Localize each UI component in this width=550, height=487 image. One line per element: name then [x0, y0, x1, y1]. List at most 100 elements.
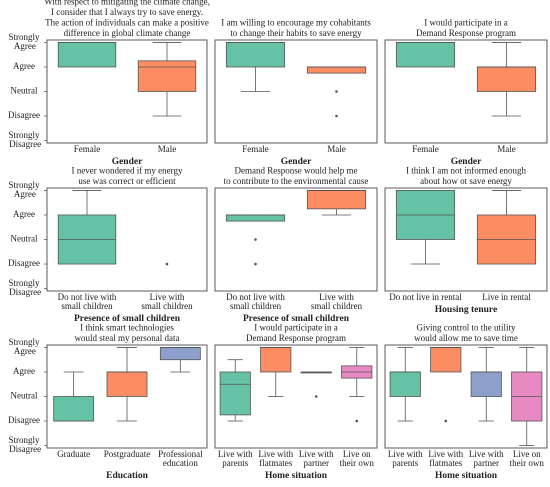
- panel-frame: [214, 187, 378, 292]
- panel-frame: [214, 39, 378, 144]
- panel-frame: [384, 344, 548, 449]
- chart-title: Demand Response program: [246, 333, 346, 343]
- x-axis-label: Gender: [451, 157, 482, 167]
- x-tick-label: small children: [61, 301, 113, 311]
- x-tick-label: parents: [222, 458, 248, 468]
- chart-title: Demand Response would help me: [235, 166, 358, 176]
- x-tick-label: Male: [158, 144, 177, 154]
- y-tick-label: Agree: [13, 366, 35, 376]
- outlier: [444, 419, 448, 423]
- y-tick-label: Neutral: [11, 391, 38, 401]
- y-tick-label: Strongly Agree: [8, 337, 40, 356]
- x-tick-label: Live with: [319, 292, 354, 302]
- chart-title: I think I am not informed enough: [406, 166, 526, 176]
- y-tick-label: Neutral: [11, 234, 38, 244]
- box: [57, 42, 117, 68]
- chart-title: The action of individuals can make a pos…: [45, 18, 209, 28]
- box: [225, 214, 286, 222]
- x-axis-label: Gender: [112, 157, 143, 167]
- y-tick-label: Strongly Disagree: [7, 130, 41, 149]
- x-tick-label: Female: [412, 144, 439, 154]
- box: [306, 66, 367, 74]
- box: [470, 371, 502, 397]
- box: [225, 42, 286, 68]
- x-tick-label: Do not live with: [58, 292, 117, 302]
- chart-title: I never wondered if my energy: [71, 166, 183, 176]
- chart-title: Demand Response program: [416, 28, 516, 38]
- x-tick-label: Live with: [469, 449, 504, 459]
- x-tick-label: Male: [327, 144, 346, 154]
- panel-frame: [384, 39, 548, 144]
- x-tick-label: small children: [230, 301, 282, 311]
- outlier: [355, 419, 359, 423]
- x-tick-label: Live with: [218, 449, 253, 459]
- chart-title: would steal my personal data: [75, 333, 180, 343]
- y-tick-label: Agree: [13, 209, 35, 219]
- x-tick-label: their own: [510, 458, 545, 468]
- box: [137, 60, 197, 92]
- chart-title: I think smart technologies: [80, 323, 174, 333]
- x-tick-label: Live with: [428, 449, 463, 459]
- box: [106, 371, 148, 397]
- x-tick-label: Graduate: [57, 449, 90, 459]
- x-tick-label: education: [163, 458, 198, 468]
- x-tick-label: Do not live in rental: [389, 292, 462, 302]
- x-tick-label: small children: [141, 301, 193, 311]
- y-tick-label: Disagree: [8, 110, 40, 120]
- chart-title: use was correct or efficient: [78, 176, 176, 186]
- x-tick-label: Do not live with: [226, 292, 285, 302]
- outlier: [165, 262, 169, 266]
- x-tick-label: Live with: [388, 449, 423, 459]
- box: [306, 190, 367, 210]
- panel-frame: [214, 344, 378, 449]
- chart-title: to contribute to the environmental cause: [224, 176, 369, 186]
- x-tick-label: Female: [242, 144, 269, 154]
- chart-title: to change their habits to save energy: [230, 28, 362, 38]
- x-axis-label: Presence of small children: [243, 314, 350, 324]
- outlier: [254, 262, 257, 266]
- box: [219, 371, 251, 416]
- box: [430, 347, 462, 373]
- x-tick-label: flatmates: [259, 458, 292, 468]
- x-axis-label: Home situation: [435, 471, 498, 481]
- x-axis-label: Presence of small children: [74, 314, 181, 324]
- x-tick-label: Live with: [258, 449, 293, 459]
- x-tick-label: their own: [340, 458, 375, 468]
- box: [395, 42, 456, 68]
- box: [260, 347, 292, 373]
- x-axis-label: Gender: [281, 157, 312, 167]
- x-tick-label: Live on: [343, 449, 371, 459]
- x-axis-label: Housing tenure: [435, 305, 497, 315]
- x-tick-label: partner: [304, 458, 329, 468]
- box: [159, 347, 201, 361]
- y-tick-label: Disagree: [8, 258, 40, 268]
- chart-title: would allow me to save time: [414, 333, 518, 343]
- x-tick-label: parents: [392, 458, 418, 468]
- chart-title: I am willing to encourage my cohabitants: [221, 18, 371, 28]
- outlier: [335, 114, 338, 118]
- chart-title: Giving control to the utility: [417, 323, 516, 333]
- box: [53, 396, 95, 422]
- chart-title: I would participate in a: [424, 18, 507, 28]
- y-tick-label: Disagree: [8, 415, 40, 425]
- chart-title: difference in global climate change: [64, 28, 191, 38]
- chart-title: about how ot save energy: [420, 176, 512, 186]
- y-tick-label: Strongly Agree: [8, 32, 40, 51]
- y-tick-label: Strongly Disagree: [7, 435, 41, 454]
- y-tick-label: Strongly Disagree: [7, 278, 41, 297]
- y-tick-label: Agree: [13, 61, 35, 71]
- outlier: [335, 90, 338, 93]
- x-tick-label: Professional: [158, 449, 203, 459]
- chart-title: With respect to mitigating the climate c…: [44, 0, 210, 7]
- x-tick-label: Female: [74, 144, 101, 154]
- x-tick-label: Live with: [150, 292, 185, 302]
- y-tick-label: Strongly Agree: [8, 180, 40, 199]
- x-tick-label: partner: [474, 458, 499, 468]
- x-axis-label: Education: [106, 471, 148, 481]
- y-tick-label: Neutral: [11, 86, 38, 96]
- outlier: [314, 395, 318, 398]
- x-tick-label: flatmates: [429, 458, 462, 468]
- chart-title: I would participate in a: [254, 323, 337, 333]
- panel-frame: [384, 187, 548, 292]
